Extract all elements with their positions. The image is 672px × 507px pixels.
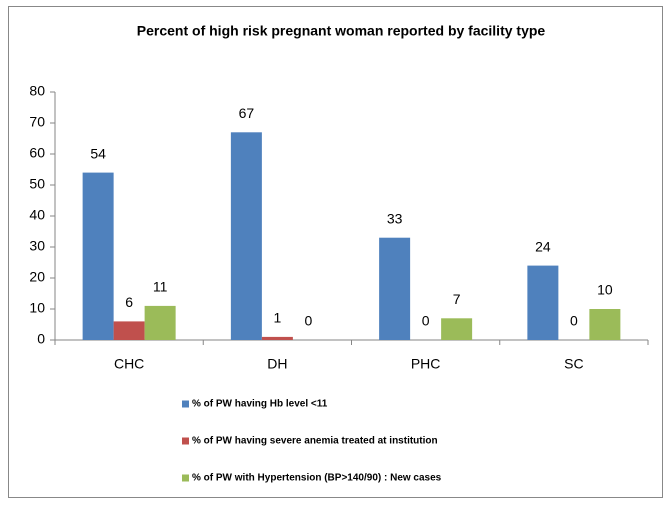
value-label: 11 xyxy=(153,279,168,295)
legend-label: % of PW having Hb level <11 xyxy=(192,399,328,410)
value-label: 54 xyxy=(90,145,106,161)
bar xyxy=(441,318,473,340)
x-tick-label: SC xyxy=(564,356,583,372)
bar xyxy=(82,172,114,340)
value-label: 6 xyxy=(125,294,133,310)
legend-swatch xyxy=(182,474,189,482)
value-label: 67 xyxy=(239,105,255,121)
y-tick-label: 30 xyxy=(29,238,45,254)
bar xyxy=(379,237,411,340)
value-label: 24 xyxy=(535,238,551,254)
value-label: 33 xyxy=(387,210,403,226)
x-tick-label: DH xyxy=(267,356,287,372)
x-tick-label: CHC xyxy=(114,356,144,372)
legend-label: % of PW having severe anemia treated at … xyxy=(192,436,438,447)
y-tick-label: 0 xyxy=(37,331,45,347)
legend-swatch xyxy=(182,400,189,408)
chart-title: Percent of high risk pregnant woman repo… xyxy=(137,23,546,39)
value-label: 0 xyxy=(304,313,312,329)
y-tick-label: 80 xyxy=(29,83,45,99)
bar xyxy=(589,309,621,340)
value-label: 0 xyxy=(422,313,430,329)
value-label: 1 xyxy=(273,310,281,326)
value-label: 7 xyxy=(453,291,461,307)
value-label: 0 xyxy=(570,313,578,329)
legend-swatch xyxy=(182,437,189,445)
legend-label: % of PW with Hypertension (BP>140/90) : … xyxy=(192,473,442,484)
x-tick-label: PHC xyxy=(411,356,441,372)
bar xyxy=(113,321,145,340)
value-label: 10 xyxy=(597,282,613,298)
y-tick-label: 50 xyxy=(29,176,45,192)
chart-border xyxy=(8,6,663,498)
y-tick-label: 10 xyxy=(29,300,45,316)
bar xyxy=(230,132,262,340)
bar xyxy=(144,305,176,340)
bar xyxy=(527,265,559,340)
bar xyxy=(261,336,293,340)
y-tick-label: 20 xyxy=(29,269,45,285)
y-tick-label: 40 xyxy=(29,207,45,223)
y-tick-label: 60 xyxy=(29,145,45,161)
y-tick-label: 70 xyxy=(29,114,45,130)
